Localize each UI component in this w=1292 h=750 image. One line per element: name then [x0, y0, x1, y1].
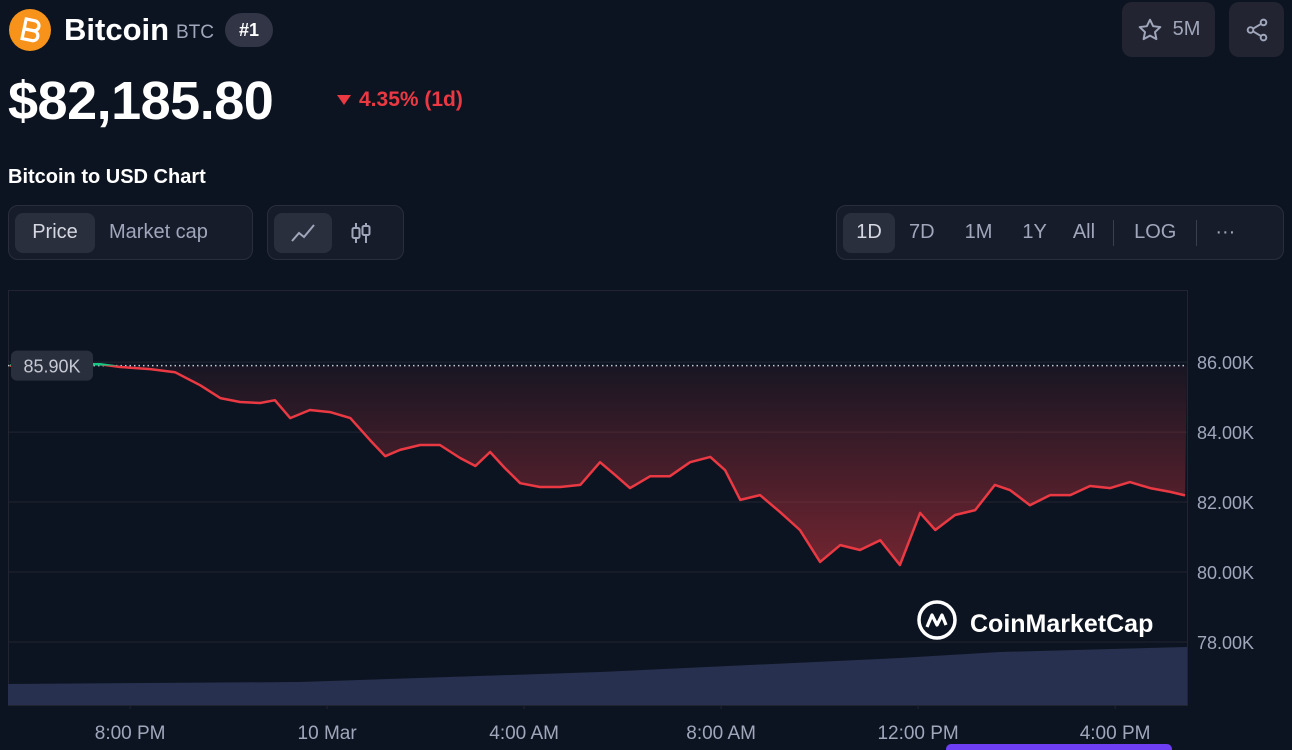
- x-tick-label: 4:00 PM: [1080, 723, 1151, 744]
- tab[interactable]: Market cap: [109, 221, 208, 243]
- candle-chart-button[interactable]: [332, 213, 390, 253]
- tab[interactable]: Price: [15, 212, 95, 253]
- y-tick-label: 84.00K: [1197, 423, 1254, 443]
- x-tick-label: 8:00 AM: [686, 723, 756, 744]
- watermark-logo: [917, 600, 957, 640]
- range-tab[interactable]: 7D: [909, 221, 935, 243]
- watchlist-count: 5M: [1172, 18, 1201, 40]
- line-chart-button[interactable]: [274, 212, 332, 253]
- range-tab[interactable]: 1M: [964, 221, 993, 243]
- more-button[interactable]: ···: [1215, 221, 1236, 243]
- view-tabs: Price Market cap: [8, 205, 253, 260]
- volume-area: [8, 647, 1187, 705]
- price: $82,185.80: [8, 71, 274, 131]
- x-tick-label: 12:00 PM: [877, 723, 958, 744]
- rank-badge: #1: [225, 13, 273, 47]
- y-tick-label: 82.00K: [1197, 493, 1254, 513]
- chart: 78.00K 80.00K 82.00K 84.00K 86.00K 8:00 PM 10 …: [8, 290, 1254, 750]
- watchlist-button[interactable]: 5M: [1122, 2, 1215, 57]
- coin-logo: [9, 9, 51, 51]
- range-tabs: 1D 7D 1M 1Y All LOG ···: [836, 205, 1284, 260]
- y-tick-label: 78.00K: [1197, 633, 1254, 653]
- y-tick-label: 80.00K: [1197, 563, 1254, 583]
- share-icon: [1246, 18, 1267, 41]
- area-shade: [8, 365, 1187, 565]
- x-tick-label: 4:00 AM: [489, 723, 559, 744]
- x-tick-label: 8:00 PM: [95, 723, 166, 744]
- coin-symbol: BTC: [176, 22, 214, 43]
- chart-type-tabs: [267, 205, 404, 260]
- star-icon: [1138, 18, 1161, 40]
- share-button[interactable]: [1229, 2, 1284, 57]
- y-tick-label: 86.00K: [1197, 353, 1254, 373]
- range-tab[interactable]: All: [1072, 221, 1096, 243]
- watermark: CoinMarketCap: [970, 610, 1153, 638]
- down-arrow: [337, 95, 351, 105]
- range-tab[interactable]: 1D: [843, 212, 895, 253]
- range-tab[interactable]: 1Y: [1022, 221, 1047, 243]
- reference-label-bg: [11, 350, 93, 381]
- price-line: [9, 362, 1186, 567]
- price-change: 4.35% (1d): [359, 88, 463, 111]
- chart-title: Bitcoin to USD Chart: [8, 166, 206, 188]
- separator: [1113, 219, 1115, 246]
- separator: [1196, 219, 1198, 246]
- x-tick-label: 10 Mar: [298, 723, 358, 744]
- plot-frame: [8, 290, 1188, 706]
- scroll-indicator: [946, 744, 1172, 750]
- log-toggle[interactable]: LOG: [1134, 221, 1177, 243]
- reference-label: 85.90K: [23, 357, 80, 377]
- coin-name: Bitcoin: [64, 12, 170, 47]
